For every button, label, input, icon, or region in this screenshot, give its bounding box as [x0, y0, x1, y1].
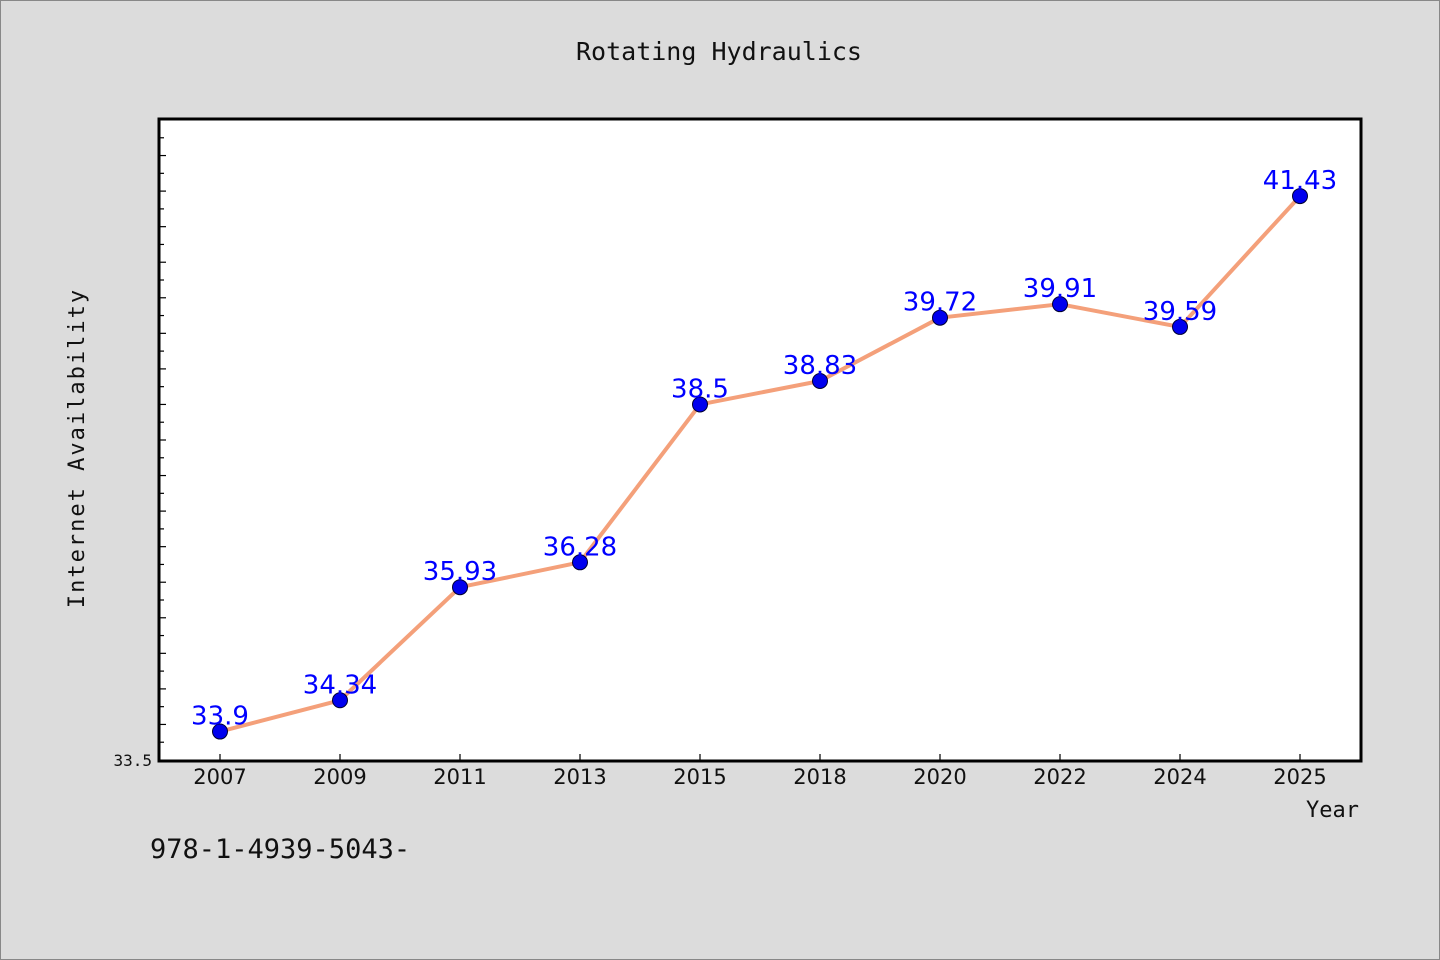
- data-label: 39.59: [1143, 297, 1217, 327]
- data-point: [812, 372, 828, 389]
- data-label: 38.83: [783, 351, 857, 381]
- data-label: 39.91: [1023, 274, 1097, 304]
- data-label: 35.93: [423, 557, 497, 587]
- data-label: 34.34: [303, 670, 377, 700]
- data-point: [692, 396, 708, 413]
- x-tick-label: 2018: [793, 765, 846, 789]
- data-point: [932, 309, 948, 326]
- markers-group: [212, 188, 1308, 740]
- data-label: 38.5: [671, 374, 729, 404]
- series-line-group: [218, 194, 1302, 734]
- x-axis-ticks: 2007 2009 2011 2013 2015 2018 2020 2022 2024 2025: [193, 754, 1327, 789]
- x-tick-label: 2020: [913, 765, 966, 789]
- x-tick-label: 2007: [193, 765, 246, 789]
- data-label: 39.72: [903, 288, 977, 318]
- data-labels-group: 33.9 34.34 35.93 36.28 38.5 38.83 39.72 39.91 39…: [191, 166, 1337, 731]
- x-tick-label: 2013: [553, 765, 606, 789]
- series-line: [218, 194, 1302, 734]
- x-tick-label: 2025: [1273, 765, 1326, 789]
- data-point: [572, 554, 588, 571]
- chart-title: Rotating Hydraulics: [576, 37, 862, 66]
- data-point: [1052, 296, 1068, 313]
- data-point: [452, 579, 468, 596]
- data-point: [1172, 318, 1188, 335]
- x-tick-label: 2015: [673, 765, 726, 789]
- x-tick-label: 2024: [1153, 765, 1206, 789]
- data-point: [1292, 188, 1308, 205]
- plot-area: [157, 117, 1363, 763]
- y-axis-label: Internet Availability: [65, 288, 90, 608]
- x-axis-label: Year: [1306, 798, 1359, 823]
- x-tick-label: 2009: [313, 765, 366, 789]
- data-point: [332, 692, 348, 709]
- data-label: 41.43: [1263, 166, 1337, 196]
- x-tick-label: 2022: [1033, 765, 1086, 789]
- footnote-text: 978-1-4939-5043-: [150, 834, 411, 865]
- x-tick-label: 2011: [433, 765, 486, 789]
- data-point: [212, 723, 228, 740]
- data-label: 33.9: [191, 702, 249, 732]
- data-label: 36.28: [543, 532, 617, 562]
- y-axis-ticks: [160, 137, 166, 743]
- y-tick-label: 33.5: [113, 751, 152, 770]
